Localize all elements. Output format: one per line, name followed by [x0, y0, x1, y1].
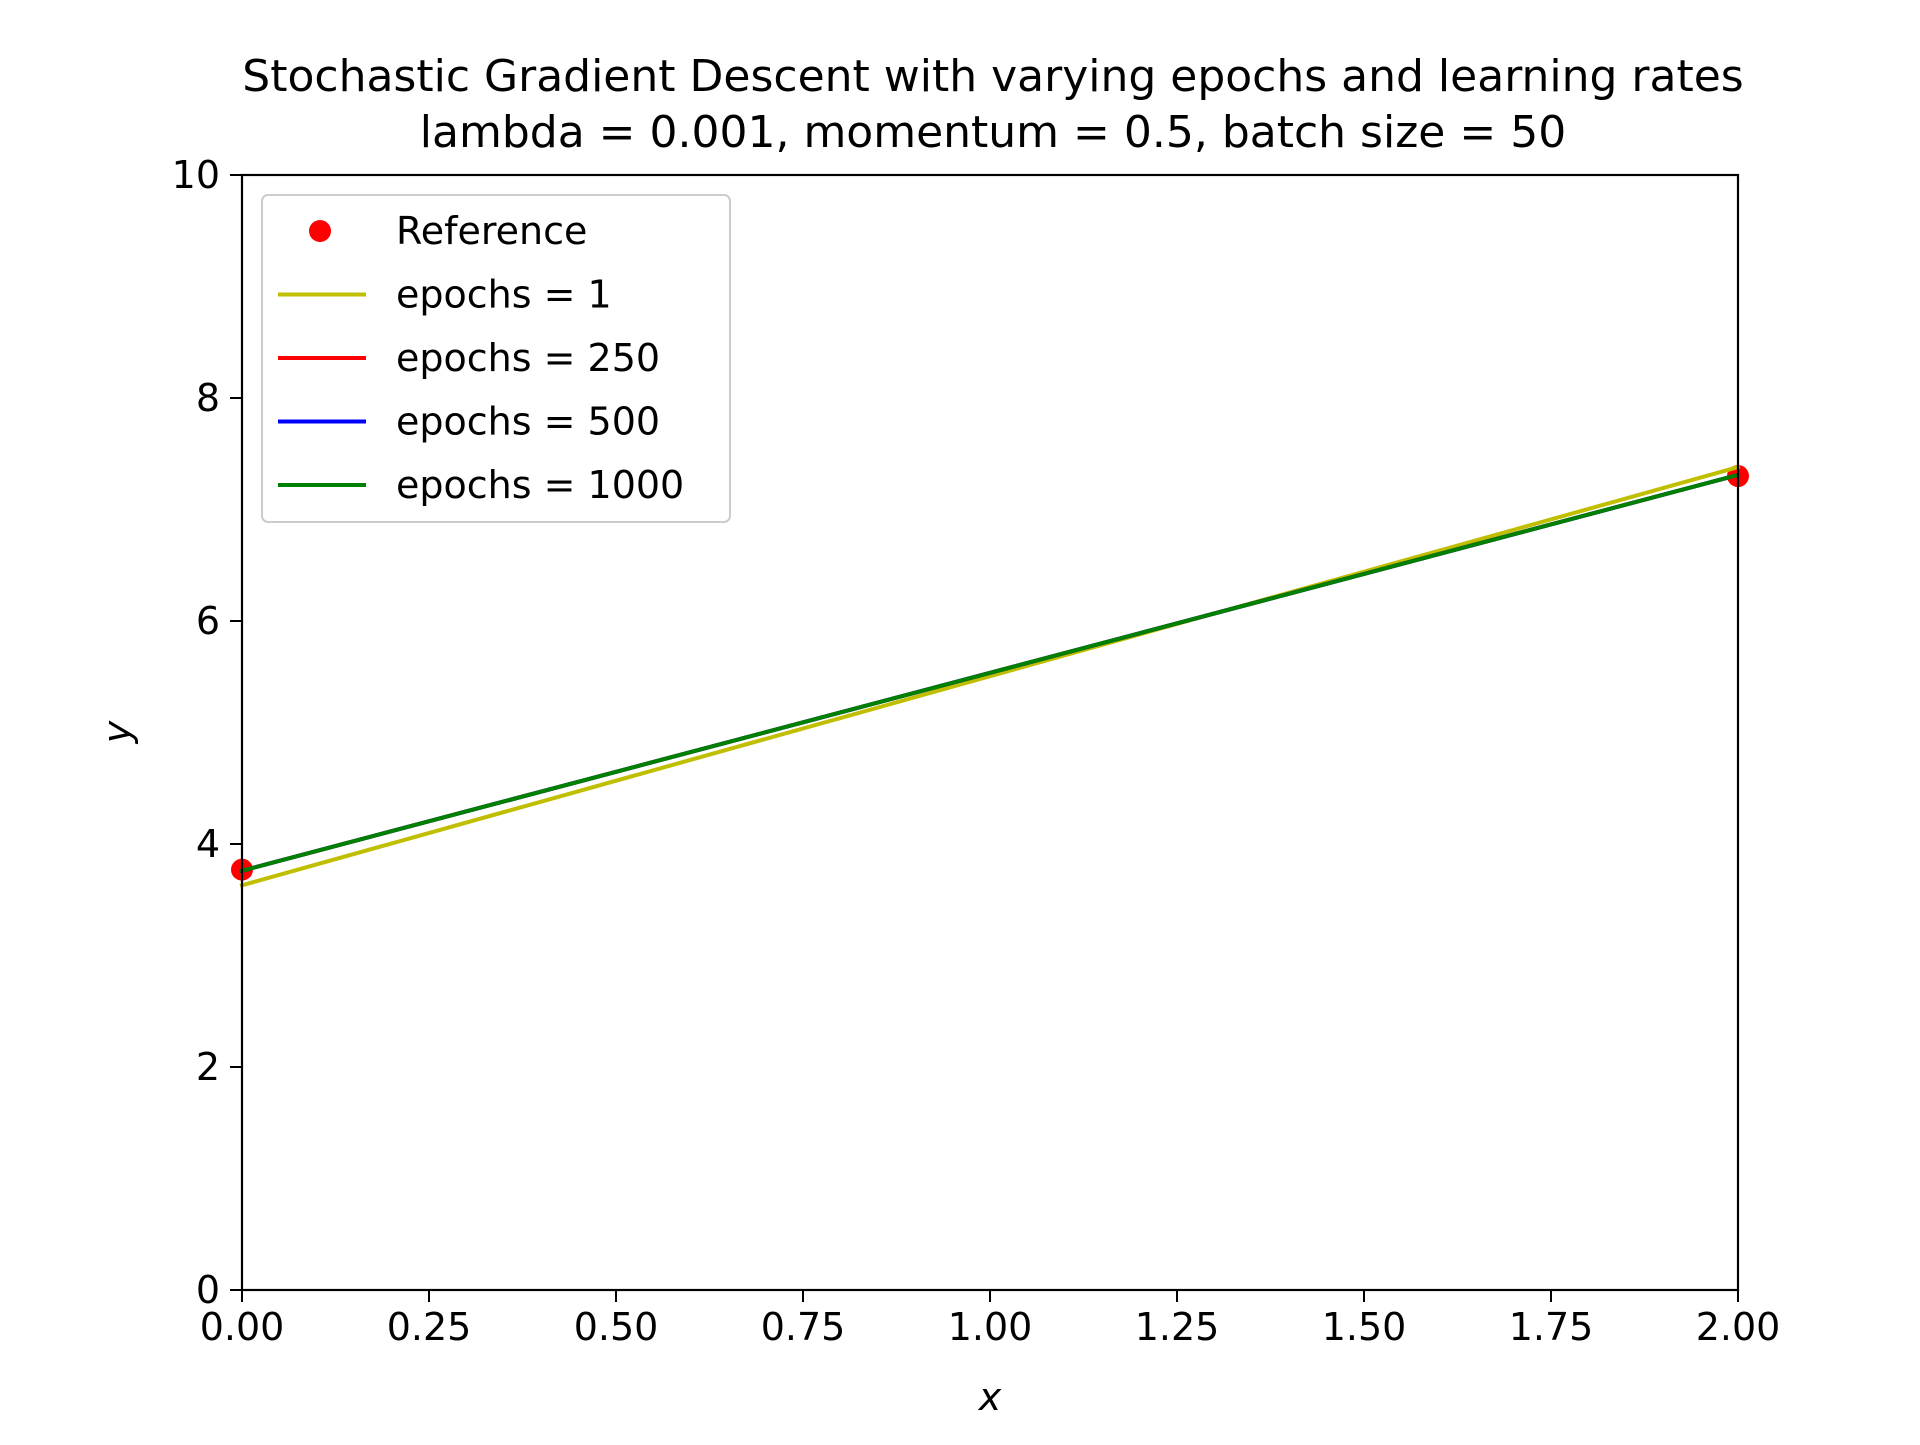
y-tick-label: 0 [196, 1268, 220, 1312]
x-tick-label: 1.50 [1322, 1305, 1407, 1349]
x-tick-label: 2.00 [1696, 1305, 1781, 1349]
y-tick-label: 2 [196, 1045, 220, 1089]
x-tick-label: 0.75 [761, 1305, 846, 1349]
legend-box [261, 194, 731, 523]
y-axis: 0 2 4 6 8 10 [172, 153, 242, 1312]
chart-subtitle: lambda = 0.001, momentum = 0.5, batch si… [420, 107, 1566, 158]
x-axis: 0.00 0.25 0.50 0.75 1.00 1.25 1.50 1.75 2.00 [200, 1290, 1781, 1349]
x-tick-label: 0.25 [387, 1305, 472, 1349]
legend-label: Reference [396, 209, 587, 253]
y-tick-label: 4 [196, 822, 220, 866]
y-tick-label: 10 [172, 153, 220, 197]
legend-label: epochs = 500 [396, 400, 660, 444]
legend-label: epochs = 1000 [396, 463, 684, 507]
x-tick-label: 0.00 [200, 1305, 285, 1349]
chart-title: Stochastic Gradient Descent with varying… [242, 51, 1743, 102]
y-tick-label: 8 [196, 376, 220, 420]
series-line-epochs-1 [239, 464, 1741, 888]
legend: Reference epochs = 1 epochs = 250 epochs = … [261, 194, 731, 523]
x-tick-label: 1.75 [1509, 1305, 1594, 1349]
x-tick-label: 1.25 [1135, 1305, 1220, 1349]
legend-label: epochs = 1 [396, 273, 612, 317]
y-axis-label: y [95, 720, 139, 744]
series-line-epochs-1000 [239, 472, 1741, 874]
legend-marker [309, 220, 331, 242]
x-axis-label: x [978, 1375, 1002, 1419]
x-tick-label: 1.00 [948, 1305, 1033, 1349]
plot-area [231, 464, 1749, 888]
legend-label: epochs = 250 [396, 336, 660, 380]
x-tick-label: 0.50 [574, 1305, 659, 1349]
y-tick-label: 6 [196, 599, 220, 643]
